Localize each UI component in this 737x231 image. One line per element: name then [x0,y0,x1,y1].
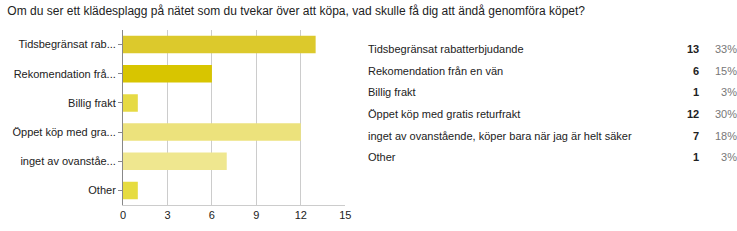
html-text:Other: Other [368,151,396,164]
html-text:30%: 30% [715,107,737,120]
html-text:Rekomendation från en vän: Rekomendation från en vän [368,64,504,77]
svg-text:Rekomendation frå...: Rekomendation frå... [14,68,116,80]
html-text:3%: 3% [721,151,737,164]
svg-text:Other: Other [88,184,116,196]
html-text:7: 7 [693,129,700,142]
html-text:13: 13 [687,42,700,55]
html-text:3%: 3% [721,86,737,99]
svg-text:12: 12 [295,209,307,221]
html-text:Billig frakt: Billig frakt [368,86,416,99]
html-text:1: 1 [693,151,700,164]
html-text:6: 6 [693,64,700,77]
html-text:12: 12 [687,107,700,120]
svg-text:Öppet köp med gra...: Öppet köp med gra... [12,126,115,138]
html-text:Tidsbegränsat rabatterbjudande: Tidsbegränsat rabatterbjudande [368,42,524,55]
svg-text:0: 0 [120,209,126,221]
svg-text:Billig frakt: Billig frakt [68,97,116,109]
svg-text:Om du ser ett klädesplagg på n: Om du ser ett klädesplagg på nätet som d… [7,4,585,18]
html-text:15%: 15% [715,64,737,77]
svg-text:Tidsbegränsat rab...: Tidsbegränsat rab... [18,38,115,50]
svg-text:inget av ovanståe...: inget av ovanståe... [20,155,115,167]
html-text:Öppet köp med gratis returfrak: Öppet köp med gratis returfrakt [368,107,521,120]
svg-text:9: 9 [253,209,259,221]
svg-text:15: 15 [339,209,351,221]
svg-text:3: 3 [164,209,170,221]
html-text:33%: 33% [715,42,737,55]
html-text:inget av ovanstående, köper ba: inget av ovanstående, köper bara när jag… [368,129,632,142]
svg-text:6: 6 [209,209,215,221]
html-text:18%: 18% [715,129,737,142]
html-text:1: 1 [693,86,700,99]
